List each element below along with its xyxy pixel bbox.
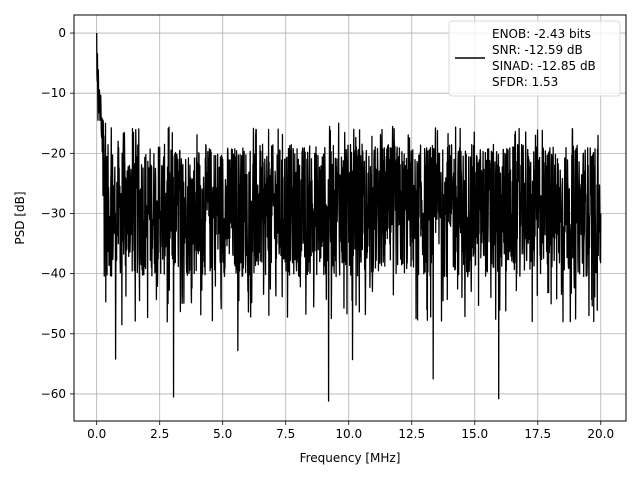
plot-frame (73, 14, 627, 422)
psd-series-line (96, 33, 602, 402)
x-tick-label: 20.0 (587, 427, 614, 441)
y-tick-label: −60 (41, 387, 66, 401)
legend: ENOB: -2.43 bits SNR: -12.59 dB SINAD: -… (448, 20, 621, 97)
legend-line-snr: SNR: -12.59 dB (492, 43, 583, 57)
legend-line-sinad: SINAD: -12.85 dB (492, 59, 596, 73)
legend-line-sfdr: SFDR: 1.53 (492, 75, 558, 89)
x-tick-label: 17.5 (524, 427, 551, 441)
series-layer (96, 33, 602, 402)
y-axis: 0 −10 −20 −30 −40 −50 −60 (41, 26, 74, 401)
x-tick-label: 10.0 (335, 427, 362, 441)
legend-box (448, 20, 621, 97)
x-tick-label: 5.0 (213, 427, 232, 441)
y-tick-label: 0 (58, 26, 66, 40)
legend-line-enob: ENOB: -2.43 bits (492, 27, 591, 41)
x-tick-label: 15.0 (461, 427, 488, 441)
x-tick-label: 7.5 (276, 427, 295, 441)
x-axis: 0.0 2.5 5.0 7.5 10.0 12.5 15.0 17.5 20.0 (87, 421, 614, 441)
y-tick-label: −30 (41, 206, 66, 220)
y-tick-label: −10 (41, 86, 66, 100)
x-tick-label: 2.5 (150, 427, 169, 441)
y-tick-label: −50 (41, 327, 66, 341)
y-axis-label: PSD [dB] (13, 191, 27, 244)
y-tick-label: −20 (41, 146, 66, 160)
x-tick-label: 0.0 (87, 427, 106, 441)
y-tick-label: −40 (41, 267, 66, 281)
x-tick-label: 12.5 (398, 427, 425, 441)
x-axis-label: Frequency [MHz] (300, 451, 401, 465)
